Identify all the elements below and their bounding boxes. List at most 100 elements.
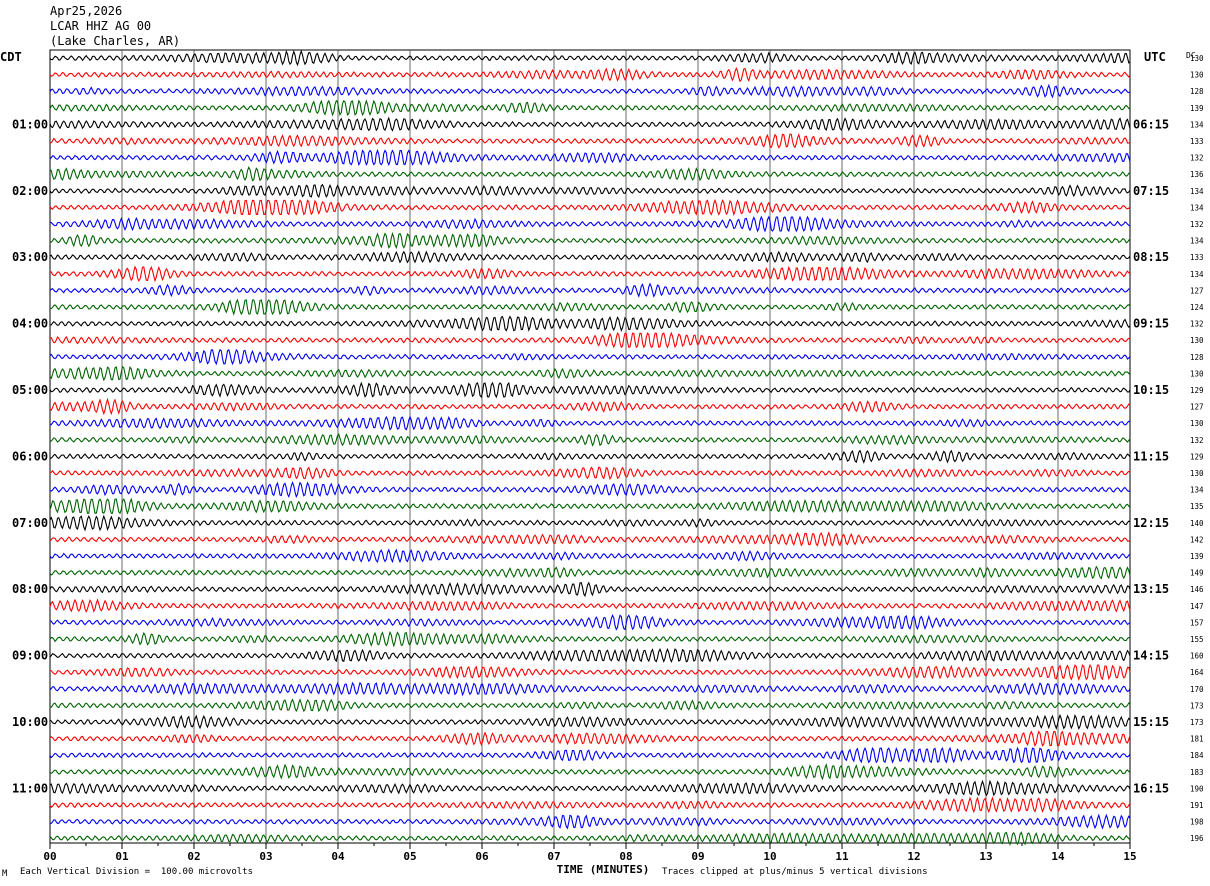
dc-offset-label: 140 <box>1190 519 1204 528</box>
header-date: Apr25,2026 <box>50 4 123 18</box>
dc-offset-label: 190 <box>1190 784 1204 793</box>
x-tick-label: 13 <box>979 850 992 863</box>
scale-note: Each Vertical Division = 100.00 microvol… <box>20 867 253 877</box>
trace-row-20 <box>49 365 1131 382</box>
trace-row-3 <box>49 83 1131 99</box>
left-hour-label: 01:00 <box>12 117 48 131</box>
dc-offset-label: 149 <box>1190 569 1204 578</box>
plot-frame <box>49 49 1131 844</box>
dc-offset-label: 134 <box>1190 237 1204 246</box>
left-hour-label: 03:00 <box>12 250 48 264</box>
trace-row-47 <box>49 813 1131 830</box>
dc-offset-label: 164 <box>1190 668 1204 677</box>
dc-offset-label: 157 <box>1190 618 1204 627</box>
dc-offset-label: 133 <box>1190 253 1204 262</box>
dc-offset-label: 132 <box>1190 436 1204 445</box>
trace-row-36 <box>49 630 1131 648</box>
x-tick-label: 14 <box>1051 850 1065 863</box>
left-hour-label: 09:00 <box>12 649 48 663</box>
dc-offset-label: 134 <box>1190 203 1204 212</box>
trace-row-15 <box>49 282 1131 298</box>
trace-row-25 <box>49 449 1131 464</box>
trace-row-21 <box>49 381 1131 399</box>
trace-row-48 <box>49 831 1131 846</box>
dc-offset-label: 133 <box>1190 137 1204 146</box>
dc-offset-label: 173 <box>1190 718 1204 727</box>
trace-row-40 <box>49 698 1131 713</box>
dc-offset-label: 132 <box>1190 320 1204 329</box>
left-hour-label: 05:00 <box>12 383 48 397</box>
dc-offset-label: 183 <box>1190 768 1204 777</box>
right-hour-label: 07:15 <box>1133 184 1169 198</box>
dc-offset-label: 147 <box>1190 602 1204 611</box>
trace-row-34 <box>49 598 1131 613</box>
dc-offset-label: 139 <box>1190 552 1204 561</box>
right-hour-label: 08:15 <box>1133 250 1169 264</box>
dc-offset-label: 129 <box>1190 452 1204 461</box>
trace-row-8 <box>49 165 1131 182</box>
trace-row-7 <box>49 148 1131 167</box>
trace-row-39 <box>49 681 1131 697</box>
x-tick-label: 05 <box>403 850 416 863</box>
left-hour-label: 04:00 <box>12 317 48 331</box>
trace-row-14 <box>49 265 1131 283</box>
trace-row-29 <box>49 514 1131 532</box>
dc-offset-label: 134 <box>1190 120 1204 129</box>
trace-row-44 <box>49 762 1131 781</box>
dc-offset-label: 124 <box>1190 303 1204 312</box>
x-tick-label: 03 <box>259 850 272 863</box>
right-timezone-label: UTC <box>1144 50 1166 64</box>
dc-offset-label: 181 <box>1190 735 1204 744</box>
right-hour-label: 11:15 <box>1133 449 1169 463</box>
dc-offset-label: 155 <box>1190 635 1204 644</box>
trace-row-28 <box>49 497 1131 515</box>
trace-row-2 <box>49 67 1131 83</box>
dc-offset-label: 136 <box>1190 170 1204 179</box>
trace-row-46 <box>49 796 1131 814</box>
x-tick-label: 09 <box>691 850 704 863</box>
trace-row-30 <box>49 531 1131 547</box>
left-hour-label: 08:00 <box>12 582 48 596</box>
dc-offset-label: 135 <box>1190 502 1204 511</box>
trace-row-26 <box>49 466 1131 481</box>
right-hour-label: 16:15 <box>1133 781 1169 795</box>
trace-row-9 <box>49 183 1131 199</box>
dc-offset-label: 130 <box>1190 71 1204 80</box>
trace-row-37 <box>49 647 1131 663</box>
dc-offset-label: 132 <box>1190 154 1204 163</box>
dc-offset-label: 130 <box>1190 369 1204 378</box>
trace-row-27 <box>49 481 1131 499</box>
left-hour-label: 02:00 <box>12 184 48 198</box>
trace-row-35 <box>49 614 1131 631</box>
right-hour-label: 09:15 <box>1133 317 1169 331</box>
trace-row-22 <box>49 397 1131 416</box>
trace-row-33 <box>49 581 1131 598</box>
x-tick-label: 15 <box>1123 850 1136 863</box>
trace-row-12 <box>50 231 1131 250</box>
x-tick-label: 06 <box>475 850 489 863</box>
dc-offset-label: 139 <box>1190 104 1204 113</box>
dc-offset-label: 196 <box>1190 834 1204 843</box>
trace-row-38 <box>49 663 1131 681</box>
header-location: (Lake Charles, AR) <box>50 34 181 48</box>
dc-offset-label: 134 <box>1190 486 1204 495</box>
trace-row-4 <box>49 99 1131 117</box>
trace-row-31 <box>49 548 1131 564</box>
dc-offset-label: 130 <box>1190 419 1204 428</box>
dc-offset-label: 128 <box>1190 353 1204 362</box>
left-hour-label: 06:00 <box>12 449 48 463</box>
trace-row-19 <box>49 348 1131 366</box>
clip-note: Traces clipped at plus/minus 5 vertical … <box>662 867 928 877</box>
x-axis-label: TIME (MINUTES) <box>557 863 650 876</box>
trace-row-32 <box>49 565 1131 580</box>
trace-row-17 <box>49 315 1131 333</box>
x-tick-label: 10 <box>763 850 776 863</box>
left-timezone-label: CDT <box>0 50 22 64</box>
dc-offset-label: 127 <box>1190 286 1204 295</box>
right-hour-label: 13:15 <box>1133 582 1169 596</box>
dc-offset-label: 132 <box>1190 220 1204 229</box>
x-tick-label: 11 <box>835 850 849 863</box>
dc-offset-label: 170 <box>1190 685 1204 694</box>
right-hour-label: 06:15 <box>1133 117 1169 131</box>
dc-offset-label: 198 <box>1190 818 1204 827</box>
